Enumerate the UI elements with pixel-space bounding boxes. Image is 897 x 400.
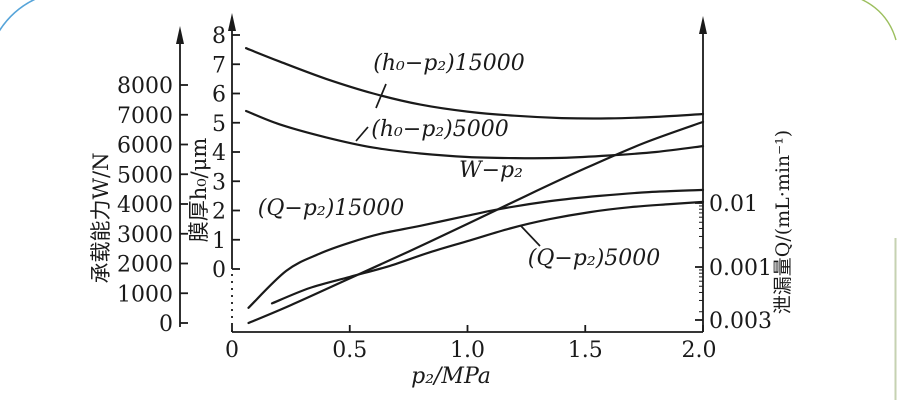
film-axis-tick-label: 7 (212, 53, 226, 78)
curve-film-5000 (245, 109, 705, 160)
x-axis-tick-label: 0 (225, 338, 239, 363)
curve-film-15000 (245, 47, 705, 120)
film-axis-tick-label: 2 (212, 200, 226, 225)
film-axis-tick-label: 1 (212, 229, 226, 254)
x-axis-tick-label: 2.0 (682, 338, 717, 363)
film-axis-tick-label: 5 (212, 112, 226, 137)
load-axis-tick-label: 1000 (117, 282, 173, 307)
load-axis-tick-label: 7000 (117, 104, 173, 129)
film-axis-tick-label: 6 (212, 83, 226, 108)
leak-axis-tick-label: 0.001 (709, 256, 772, 281)
leader-film-15000 (375, 83, 387, 109)
curve-label-leak-15000: (Q−p₂)15000 (258, 196, 405, 221)
x-axis-title: p₂/MPa (411, 364, 491, 389)
leak-axis-tick-label: 0.003 (709, 309, 772, 334)
decor-arc-top-right (861, 0, 897, 41)
curve-load-w (247, 120, 705, 325)
curve-leak-15000 (247, 188, 705, 309)
x-axis-tick-label: 1.5 (568, 338, 603, 363)
leak-axis-arrow (699, 16, 707, 34)
load-axis-tick-label: 6000 (117, 134, 173, 159)
curve-label-load-w: W−p₂ (459, 158, 523, 183)
load-axis-title: 承载能力W/N (89, 152, 113, 283)
film-axis-tick-label: 0 (212, 258, 226, 283)
film-axis-tick-label: 4 (212, 141, 226, 166)
leak-axis-tick-label: 0.01 (709, 192, 758, 217)
decor-arc-top-left (0, 0, 36, 32)
x-axis-tick-label: 1.0 (450, 338, 485, 363)
film-axis-title: 膜厚h₀/μm (187, 138, 211, 243)
load-axis-tick-label: 4000 (117, 193, 173, 218)
load-axis-tick-label: 0 (159, 312, 173, 337)
curve-leak-5000 (270, 200, 705, 305)
curve-label-film-5000: (h₀−p₂)5000 (371, 117, 508, 142)
leader-leak-5000 (520, 225, 541, 247)
leak-axis-title: 泄漏量Q/(mL·min⁻¹) (772, 130, 794, 314)
load-axis-tick-label: 2000 (117, 253, 173, 278)
curve-label-leak-5000: (Q−p₂)5000 (528, 246, 661, 271)
curve-label-film-15000: (h₀−p₂)15000 (373, 51, 524, 76)
film-axis-tick-label: 8 (212, 24, 226, 49)
labels-layer: 承载能力W/N 膜厚h₀/μm 泄漏量Q/(mL·min⁻¹) p₂/MPa (… (89, 51, 794, 389)
film-axis-arrow (228, 13, 236, 31)
load-axis-tick-label: 8000 (117, 74, 173, 99)
axes-layer: 0 0.5 1.0 1.5 2.0010002000300040005000600070… (117, 13, 772, 363)
load-axis-tick-label: 5000 (117, 163, 173, 188)
curves-layer (245, 47, 705, 325)
leader-film-5000 (355, 126, 369, 142)
film-axis-tick-label: 3 (212, 170, 226, 195)
x-axis-tick-label: 0.5 (332, 338, 367, 363)
load-axis-tick-label: 3000 (117, 223, 173, 248)
load-axis-arrow (176, 26, 184, 44)
